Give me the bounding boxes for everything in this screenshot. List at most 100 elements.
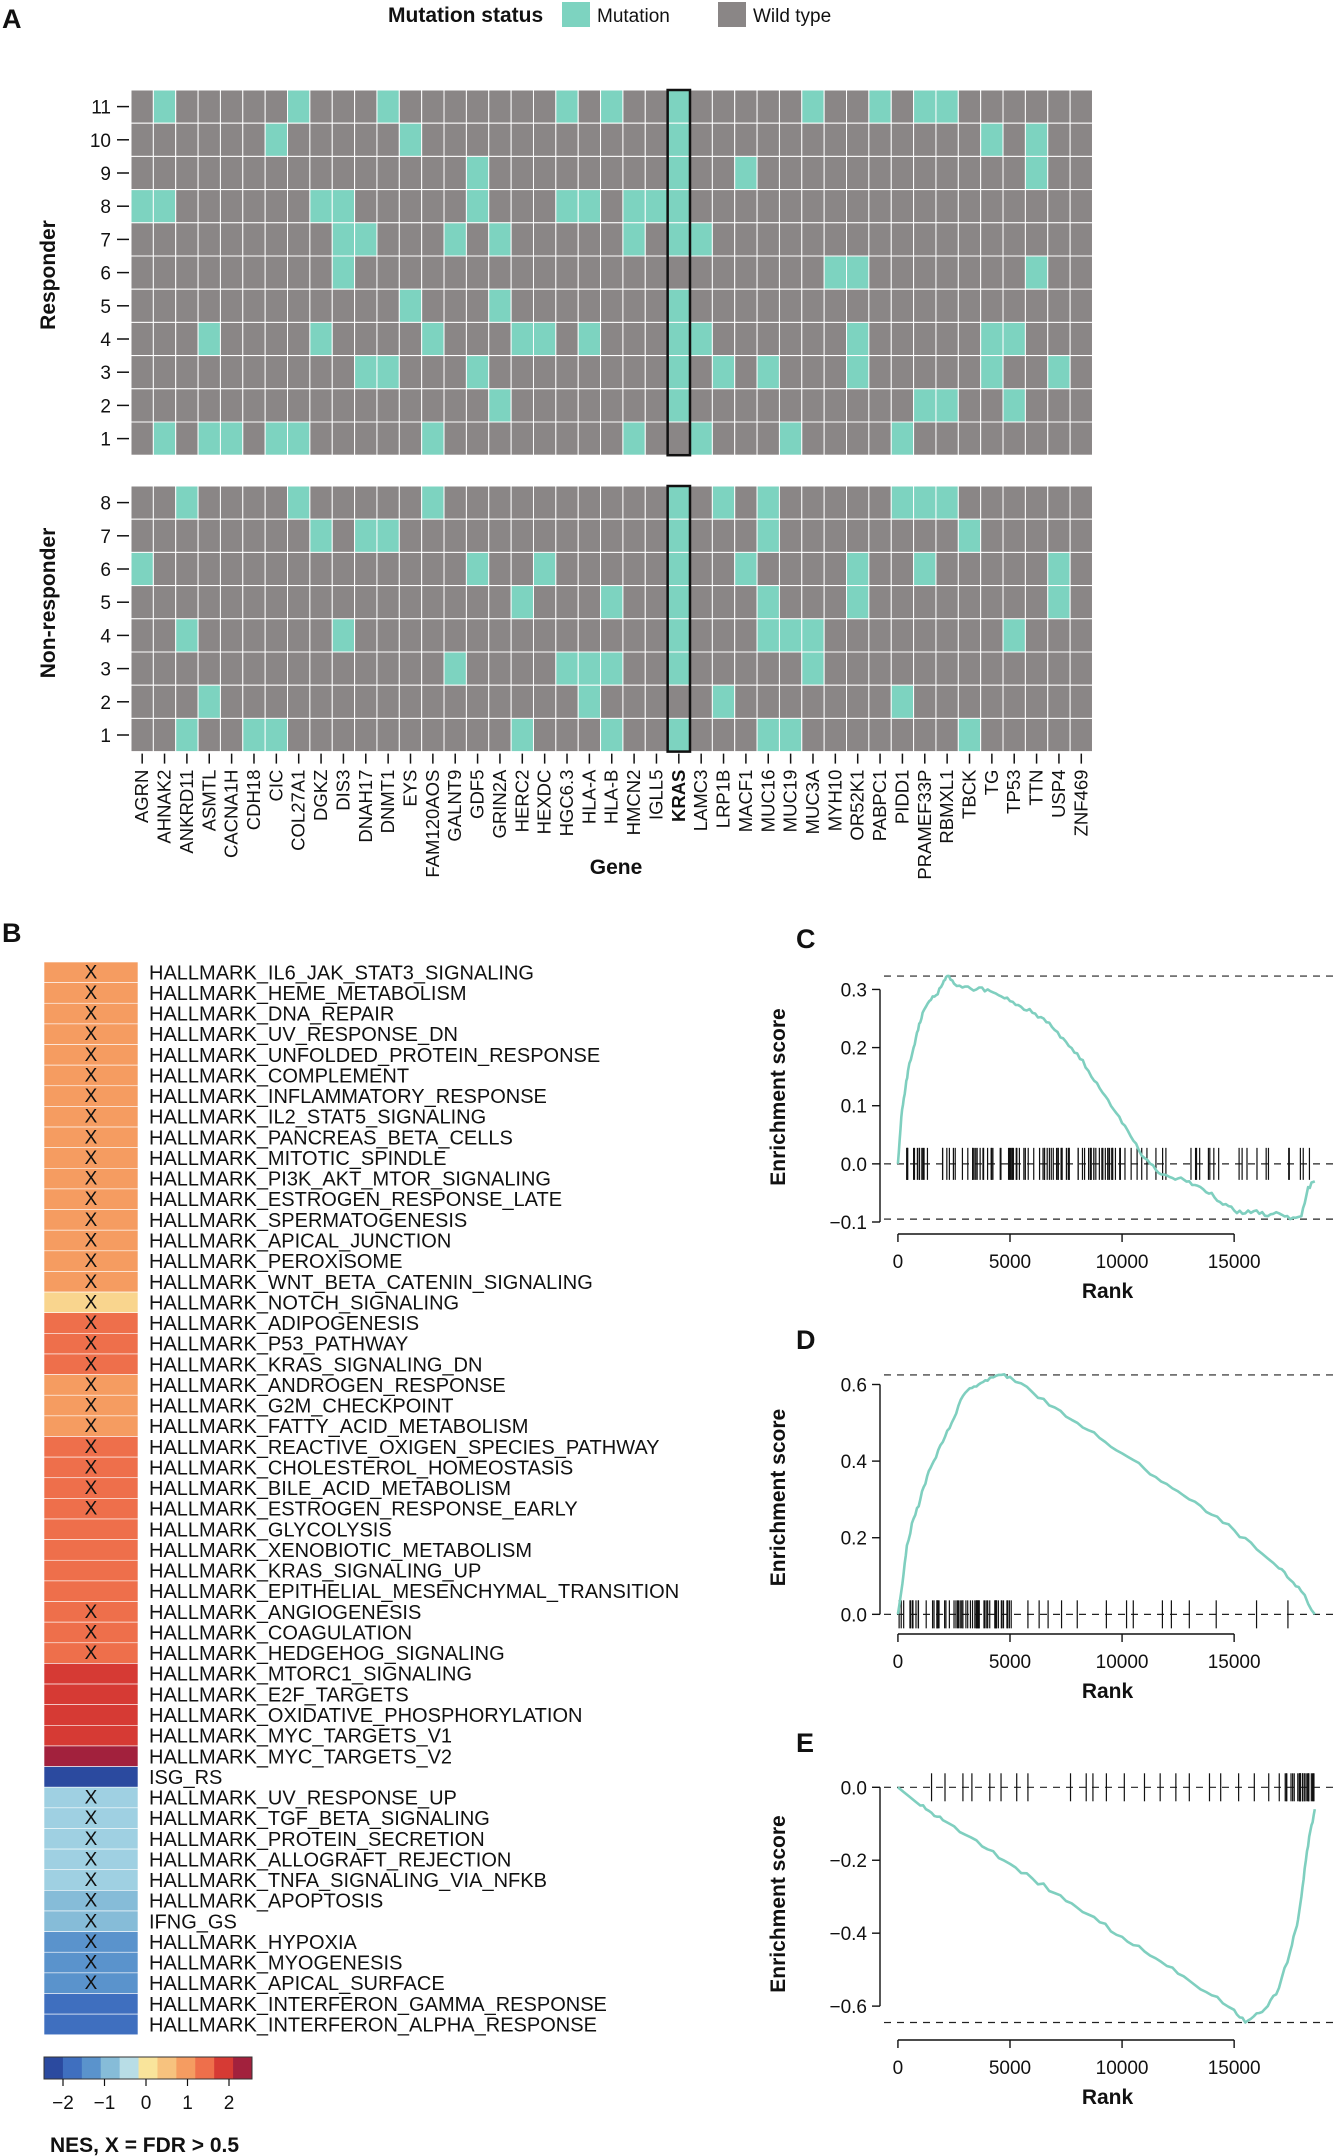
mutation-cell [264, 585, 289, 620]
mutation-cell [331, 255, 356, 290]
mutation-cell [354, 122, 378, 157]
fdr-marker: X [85, 1169, 98, 1190]
gene-label: MACF1 [735, 770, 756, 833]
mutation-cell [309, 355, 333, 390]
mutation-cell [376, 551, 400, 587]
mutation-cell [734, 551, 758, 587]
mutation-cell [331, 421, 356, 456]
mutation-cell [689, 189, 713, 224]
gene-label: DNMT1 [377, 770, 398, 834]
gsea-plot-d: 0.0 0.2 0.4 0.6 0 5000 10000 15000 Rank Enrichmen… [767, 1373, 1335, 1703]
mutation-cell [1047, 485, 1071, 520]
mutation-cell [823, 518, 848, 553]
mutation-cell [913, 684, 937, 719]
mutation-cell [152, 585, 177, 620]
mutation-cell [555, 485, 579, 520]
mutation-cell [130, 321, 154, 357]
fdr-marker: X [85, 1313, 98, 1334]
gene-label: TG [981, 770, 1002, 796]
mutation-cell [846, 288, 870, 323]
mutation-cell [689, 684, 713, 719]
mutation-cell [175, 618, 199, 653]
mutation-cell [309, 122, 333, 157]
mutation-cell [376, 585, 400, 620]
mutation-cell [555, 518, 579, 553]
mutation-cell [1047, 651, 1071, 686]
mutation-cell [711, 421, 736, 456]
mutation-cell [711, 618, 736, 653]
mutation-cell [711, 288, 736, 323]
mutation-cell [622, 388, 646, 423]
colorbar-tick-label: 0 [141, 2093, 152, 2114]
mutation-cell [331, 485, 356, 520]
mutation-cell [689, 551, 713, 587]
pathway-label: HALLMARK_EPITHELIAL_MESENCHYMAL_TRANSITI… [149, 1581, 679, 1603]
mutation-cell [264, 618, 289, 653]
mutation-cell [1002, 122, 1026, 157]
mutation-cell [532, 618, 557, 653]
mutation-cell [398, 288, 423, 323]
mutation-cell [219, 421, 244, 456]
nes-cell [43, 1704, 139, 1726]
mutation-cell [913, 222, 937, 257]
mutation-cell [1047, 122, 1071, 157]
gene-label: GRIN2A [489, 769, 510, 839]
mutation-cell [219, 288, 244, 323]
mutation-cell [935, 222, 959, 257]
mutation-cell [219, 388, 244, 423]
mutation-cell [823, 485, 848, 520]
mutation-cell [801, 321, 825, 357]
mutation-cell [510, 421, 534, 456]
mutation-cell [555, 288, 579, 323]
mutation-cell [1024, 717, 1049, 753]
mutation-cell [622, 255, 646, 290]
mutation-cell [1069, 288, 1093, 323]
mutation-cell [354, 388, 378, 423]
mutation-cell [600, 551, 624, 587]
mutation-cell [577, 618, 602, 653]
mutation-cell [1069, 421, 1093, 456]
mutation-cell [778, 618, 803, 653]
mutation-cell [465, 89, 490, 124]
mutation-cell [421, 321, 445, 357]
sample-label: 7 [100, 230, 111, 251]
y-tick-label: −0.4 [829, 1924, 867, 1945]
mutation-cell [756, 518, 780, 553]
mutation-cell [890, 321, 915, 357]
mutation-cell [734, 585, 758, 620]
mutation-cell [175, 288, 199, 323]
pathway-label: HALLMARK_COMPLEMENT [149, 1065, 409, 1087]
mutation-cell [354, 485, 378, 520]
mutation-cell [868, 585, 892, 620]
mutation-cell [331, 122, 356, 157]
mutation-cell [644, 618, 669, 653]
mutation-cell [644, 717, 669, 753]
mutation-cell [532, 89, 557, 124]
mutation-cell [1002, 222, 1026, 257]
mutation-cell [130, 155, 154, 191]
mutation-cell [242, 684, 266, 719]
hallmark-nes-heatmap: X HALLMARK_IL6_JAK_STAT3_SIGNALING X HALLMA… [43, 961, 679, 2036]
gene-label: HLA-A [578, 769, 599, 824]
mutation-cell [868, 222, 892, 257]
mutation-cell [532, 421, 557, 456]
x-tick-label: 5000 [989, 1652, 1031, 1673]
colorbar-swatch [81, 2057, 102, 2079]
mutation-cell [734, 355, 758, 390]
pathway-label: HALLMARK_TNFA_SIGNALING_VIA_NFKB [149, 1870, 547, 1892]
x-tick-label: 5000 [989, 2058, 1031, 2079]
mutation-cell [1069, 717, 1093, 753]
mutation-cell [913, 651, 937, 686]
mutation-cell [197, 122, 221, 157]
mutation-cell [398, 684, 423, 719]
mutation-cell [689, 651, 713, 686]
mutation-cell [935, 89, 959, 124]
gene-label: USP4 [1048, 770, 1069, 818]
pathway-label: HALLMARK_ADIPOGENESIS [149, 1313, 419, 1335]
pathway-label: HALLMARK_INTERFERON_ALPHA_RESPONSE [149, 2014, 597, 2036]
mutation-cell [644, 288, 669, 323]
pathway-label: IFNG_GS [149, 1911, 237, 1933]
mutation-cell [846, 222, 870, 257]
mutation-cell [219, 189, 244, 224]
mutation-cell [890, 288, 915, 323]
